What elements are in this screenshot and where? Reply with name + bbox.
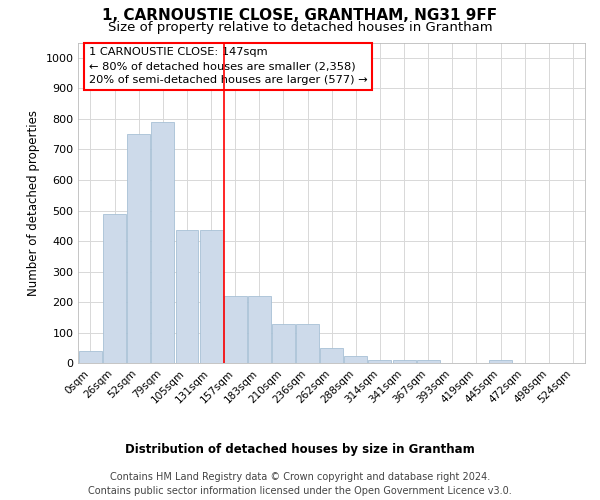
Text: 1 CARNOUSTIE CLOSE: 147sqm
← 80% of detached houses are smaller (2,358)
20% of s: 1 CARNOUSTIE CLOSE: 147sqm ← 80% of deta… (89, 48, 367, 86)
Bar (272, 324, 295, 364)
Bar (344, 356, 367, 364)
Bar (296, 324, 319, 364)
Bar (320, 348, 343, 364)
Bar (224, 296, 247, 364)
Bar (200, 230, 223, 364)
Text: 1, CARNOUSTIE CLOSE, GRANTHAM, NG31 9FF: 1, CARNOUSTIE CLOSE, GRANTHAM, NG31 9FF (103, 8, 497, 22)
Bar (103, 214, 126, 364)
Bar (151, 122, 175, 364)
Bar (248, 296, 271, 364)
Bar (176, 230, 199, 364)
Bar (489, 360, 512, 364)
Y-axis label: Number of detached properties: Number of detached properties (27, 110, 40, 296)
Bar (368, 360, 391, 364)
Text: Contains HM Land Registry data © Crown copyright and database right 2024.
Contai: Contains HM Land Registry data © Crown c… (88, 472, 512, 496)
Bar (417, 360, 440, 364)
Text: Distribution of detached houses by size in Grantham: Distribution of detached houses by size … (125, 442, 475, 456)
Text: Size of property relative to detached houses in Grantham: Size of property relative to detached ho… (107, 21, 493, 34)
Bar (392, 360, 416, 364)
Bar (127, 134, 150, 364)
Bar (79, 351, 102, 364)
